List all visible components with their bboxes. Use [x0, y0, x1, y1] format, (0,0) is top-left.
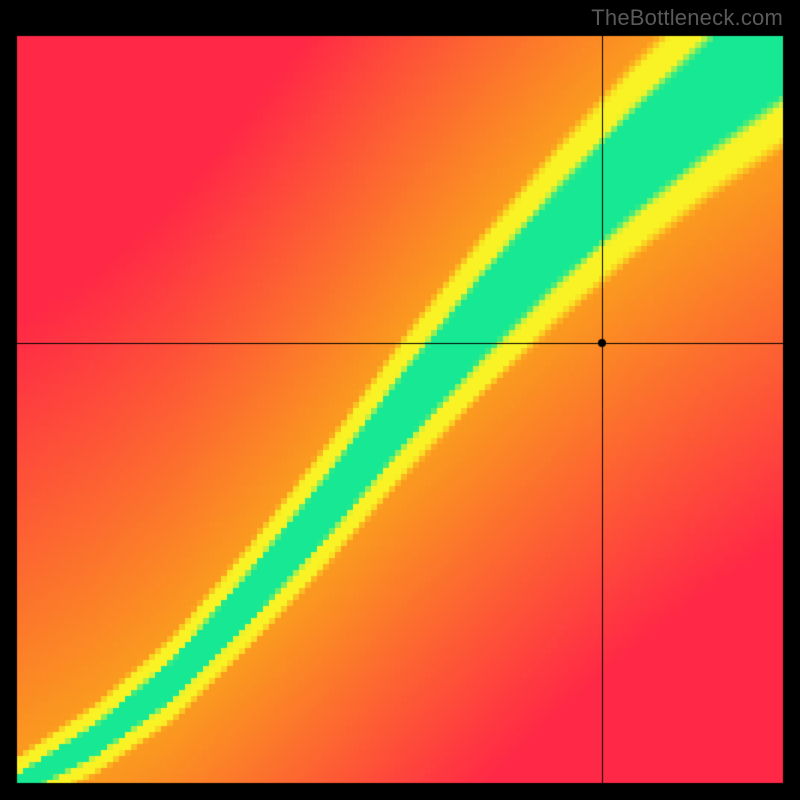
chart-container: TheBottleneck.com — [0, 0, 800, 800]
watermark-text: TheBottleneck.com — [591, 5, 783, 31]
heatmap-canvas — [0, 0, 800, 800]
